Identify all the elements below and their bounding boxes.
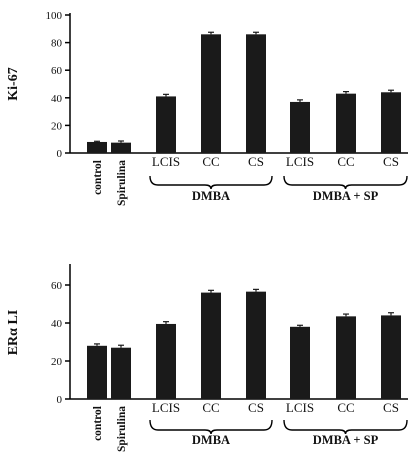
group-bracket <box>283 175 408 190</box>
group-label: DMBA <box>192 433 230 447</box>
y-tick-label: 20 <box>51 356 63 368</box>
bar-cc <box>201 34 221 153</box>
bar-cc <box>201 292 221 399</box>
category-label-lcis: LCIS <box>152 400 180 415</box>
group-bracket <box>149 175 273 190</box>
bar-lcis <box>156 96 176 153</box>
bar-spirulina <box>111 142 131 153</box>
chart-2: 0 20 40 60 ERα LI control Spirulina LCIS CC CS LCI… <box>6 264 408 452</box>
bar-cs <box>381 315 401 399</box>
category-label-lcis: LCIS <box>286 400 314 415</box>
category-label-cs: CS <box>383 400 399 415</box>
group-label: DMBA + SP <box>313 433 379 447</box>
bar-cs <box>381 92 401 153</box>
y-tick-label: 100 <box>46 10 63 22</box>
y-tick-label: 80 <box>51 38 63 50</box>
bar-cc <box>336 93 356 153</box>
y-tick-label: 40 <box>51 93 63 105</box>
category-label-spirulina: Spirulina <box>116 160 128 206</box>
y-tick-label: 60 <box>51 280 63 292</box>
category-label-lcis: LCIS <box>152 154 180 169</box>
y-tick-label: 20 <box>51 120 63 132</box>
category-label-cs: CS <box>248 154 264 169</box>
bar-cs <box>246 34 266 153</box>
bar-cs <box>246 291 266 399</box>
bar-spirulina <box>111 347 131 399</box>
y-tick-label: 60 <box>51 65 63 77</box>
bar-lcis <box>156 323 176 399</box>
y-tick-label: 0 <box>57 394 63 406</box>
group-label: DMBA <box>192 189 230 203</box>
category-label-spirulina: Spirulina <box>116 406 128 452</box>
category-label-cs: CS <box>383 154 399 169</box>
category-label-cc: CC <box>337 400 354 415</box>
chart-1: 0 20 40 60 80 100 Ki-67 control Spirulina LCIS CC C… <box>6 10 408 206</box>
y-tick-label: 40 <box>51 318 63 330</box>
y-tick-label: 0 <box>57 148 63 160</box>
category-label-lcis: LCIS <box>286 154 314 169</box>
bar-control <box>87 141 107 153</box>
group-label: DMBA + SP <box>313 189 379 203</box>
category-label-cc: CC <box>202 400 219 415</box>
group-bracket <box>283 419 408 435</box>
category-label-cc: CC <box>337 154 354 169</box>
category-label-cs: CS <box>248 400 264 415</box>
y-axis-label: Ki-67 <box>6 67 21 100</box>
category-label-cc: CC <box>202 154 219 169</box>
group-bracket <box>149 419 273 435</box>
category-label-control: control <box>92 406 104 441</box>
bar-lcis <box>290 101 310 153</box>
y-axis-label: ERα LI <box>6 310 21 356</box>
bar-control <box>87 345 107 399</box>
category-label-control: control <box>92 160 104 195</box>
bar-cc <box>336 316 356 399</box>
bar-lcis <box>290 326 310 399</box>
